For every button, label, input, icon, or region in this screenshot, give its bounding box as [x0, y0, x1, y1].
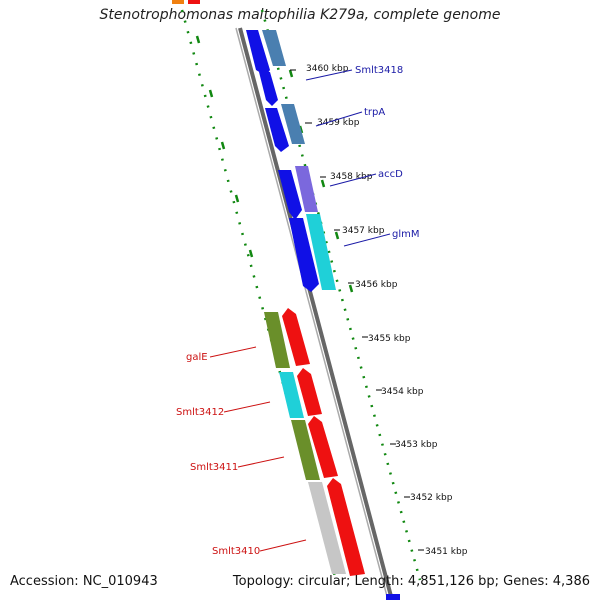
map-title: Stenotrophomonas maltophilia K279a, comp…: [99, 7, 501, 23]
gene-label-accD: accD: [378, 169, 403, 180]
reverse-gene-smlt3412: [297, 368, 322, 416]
red-gene-partial-top: [188, 0, 200, 4]
forward-gene-glmM: [289, 218, 319, 292]
tick-label: 3458 kbp: [330, 172, 373, 182]
tick-label: 3456 kbp: [355, 280, 398, 290]
label-leader: [343, 233, 391, 247]
tick-label: 3453 kbp: [395, 440, 438, 450]
tick-label: 3459 kbp: [317, 118, 360, 128]
accession-text: Accession: NC_010943: [10, 574, 158, 589]
forward-gene-partial-bottom: [386, 594, 400, 600]
forward-genes: [246, 30, 336, 292]
orf-cyan-fwd: [306, 214, 336, 290]
gene-label-smlt3410: Smlt3410: [212, 546, 260, 557]
orf-cyan-rev: [279, 372, 304, 418]
forward-gene-smlt3418: [259, 72, 278, 106]
reverse-gene-smlt3410: [327, 478, 365, 576]
orange-gene-partial: [172, 0, 184, 4]
gene-label-galE: galE: [186, 352, 208, 363]
label-leader: [315, 111, 363, 127]
label-leader: [223, 401, 271, 413]
reverse-genes: [264, 308, 365, 576]
orf-violet: [295, 166, 318, 212]
reverse-gene-smlt3411: [308, 416, 338, 478]
reverse-gene-galE: [282, 308, 310, 366]
label-leader: [329, 173, 377, 187]
forward-gene-accD: [278, 170, 302, 220]
label-leader: [209, 346, 257, 358]
reverse-gene-labels: galE Smlt3412 Smlt3411 Smlt3410: [176, 346, 307, 557]
gene-label-trpA: trpA: [364, 107, 385, 118]
tick-group: 3460 kbp 3459 kbp 3458 kbp 3457 kbp 3456…: [290, 64, 468, 557]
gc-dash: [220, 141, 226, 150]
forward-gene-labels: Smlt3418 trpA accD glmM: [305, 65, 420, 247]
backbone: [235, 27, 394, 600]
gc-dash: [248, 249, 254, 258]
gene-label-smlt3412: Smlt3412: [176, 407, 224, 418]
backbone-inner-line: [235, 27, 389, 600]
gc-dash: [288, 69, 294, 78]
orf-steelblue-1: [262, 30, 286, 66]
orf-steelblue-2: [281, 104, 305, 144]
label-leader: [259, 539, 307, 552]
gc-dash: [234, 194, 240, 203]
tick-label: 3454 kbp: [381, 387, 424, 397]
gc-dash: [320, 179, 326, 188]
tick-label: 3455 kbp: [368, 334, 411, 344]
tick-label: 3452 kbp: [410, 493, 453, 503]
gc-dash: [208, 89, 214, 98]
gene-label-glmM: glmM: [392, 229, 420, 240]
orf-olive-2: [291, 420, 320, 480]
gene-label-smlt3418: Smlt3418: [355, 65, 403, 76]
gene-label-smlt3411: Smlt3411: [190, 462, 238, 473]
label-leader: [237, 456, 285, 468]
forward-gene-trpA: [265, 108, 289, 152]
backbone-outer-line: [238, 27, 394, 600]
orf-gray: [308, 482, 346, 574]
gc-dash: [348, 284, 354, 293]
gc-dash: [195, 35, 201, 44]
orf-olive-1: [264, 312, 290, 368]
topology-text: Topology: circular; Length: 4,851,126 bp…: [232, 574, 590, 589]
forward-gene-smlt3419: [246, 30, 270, 76]
label-leader: [305, 69, 353, 81]
tick-label: 3460 kbp: [306, 64, 349, 74]
tick-label: 3457 kbp: [342, 226, 385, 236]
tick-label: 3451 kbp: [425, 547, 468, 557]
gc-dash: [334, 231, 340, 240]
